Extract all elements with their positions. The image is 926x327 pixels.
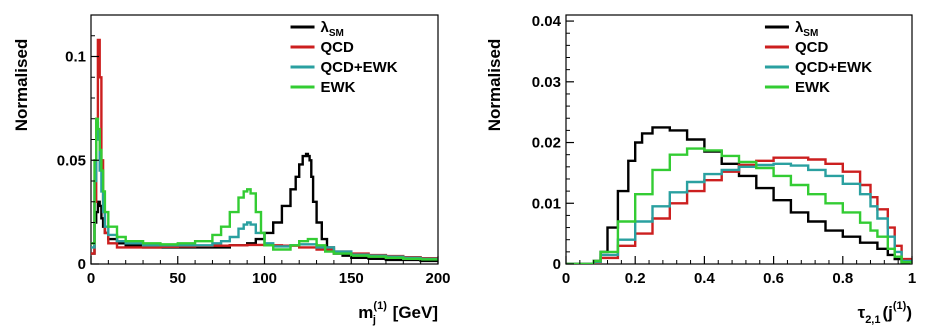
x-title-sup: (1) xyxy=(893,300,907,312)
legend-label-main: EWK xyxy=(321,79,356,96)
y-tick-label: 0.02 xyxy=(532,135,561,152)
legend-label-sub: SM xyxy=(329,28,344,39)
series-line-ewk xyxy=(566,147,912,264)
y-tick-label: 0.05 xyxy=(57,152,86,169)
x-title-unit: [GeV] xyxy=(388,303,438,322)
chart-left-jet-mass: 0 50 100 150 200 0 0.05 0.1 Normalised m(1) j [GeV… xyxy=(12,14,451,326)
x-tick-label: 0.4 xyxy=(694,270,716,287)
x-tick-label: 50 xyxy=(169,270,186,287)
x-axis-title: m(1) j [GeV] xyxy=(358,300,438,326)
series-line-ewk xyxy=(91,117,438,261)
x-tick-label: 0.6 xyxy=(763,270,784,287)
series-group xyxy=(566,126,912,264)
legend-label: QCD xyxy=(795,39,829,56)
legend-label-main: QCD xyxy=(321,39,355,56)
y-tick-label: 0.1 xyxy=(65,49,86,66)
x-title-main: m xyxy=(358,303,373,322)
legend-label: QCD+EWK xyxy=(795,59,872,76)
y-tick-label: 0 xyxy=(553,256,561,273)
legend-label-main: QCD xyxy=(795,39,829,56)
legend-label: EWK xyxy=(321,79,356,96)
legend-label-main: EWK xyxy=(795,79,830,96)
x-axis-title: τ2,1 (j(1)) xyxy=(858,300,912,326)
legend-label: QCD xyxy=(321,39,355,56)
x-title-sup: (1) xyxy=(373,300,387,312)
x-title-paren: (j xyxy=(882,303,892,322)
x-title-sub: j xyxy=(372,314,376,326)
x-tick-label: 0 xyxy=(87,270,95,287)
x-title-sub: 2,1 xyxy=(865,314,880,326)
legend-label-main: QCD+EWK xyxy=(321,59,398,76)
legend-label: QCD+EWK xyxy=(321,59,398,76)
x-tick-label: 150 xyxy=(339,270,364,287)
legend-label: λSM xyxy=(795,19,818,39)
legend-label-main: λ xyxy=(795,19,804,36)
series-group xyxy=(91,38,438,263)
x-tick-label: 0.2 xyxy=(625,270,646,287)
x-title-close: ) xyxy=(906,303,912,322)
plot-frame xyxy=(90,14,439,265)
legend-label-main: λ xyxy=(321,19,330,36)
legend-label: λSM xyxy=(321,19,344,39)
y-tick-label: 0.01 xyxy=(532,195,561,212)
x-tick-label: 0 xyxy=(562,270,570,287)
y-tick-label: 0.03 xyxy=(532,74,561,91)
legend-label-sub: SM xyxy=(803,28,818,39)
x-tick-label: 0.8 xyxy=(832,270,853,287)
x-tick-label: 100 xyxy=(252,270,277,287)
y-axis-title: Normalised xyxy=(12,39,31,132)
series-line-qcd-ewk xyxy=(566,162,912,264)
plot-frame xyxy=(565,14,913,265)
legend-label-main: QCD+EWK xyxy=(795,59,872,76)
series-line-qcd-ewk xyxy=(91,121,438,260)
x-title-main: τ xyxy=(858,303,866,322)
y-axis-title: Normalised xyxy=(485,39,504,132)
chart-right-tau21: 0 0.2 0.4 0.6 0.8 1 0 0.01 0.02 0.03 0.04 Normalise… xyxy=(485,13,916,326)
y-tick-label: 0 xyxy=(78,256,86,273)
x-tick-label: 1 xyxy=(908,270,916,287)
series-line-lambda-sm xyxy=(566,126,912,264)
x-tick-label: 200 xyxy=(425,270,450,287)
y-tick-label: 0.04 xyxy=(532,13,562,30)
legend-label: EWK xyxy=(795,79,830,96)
